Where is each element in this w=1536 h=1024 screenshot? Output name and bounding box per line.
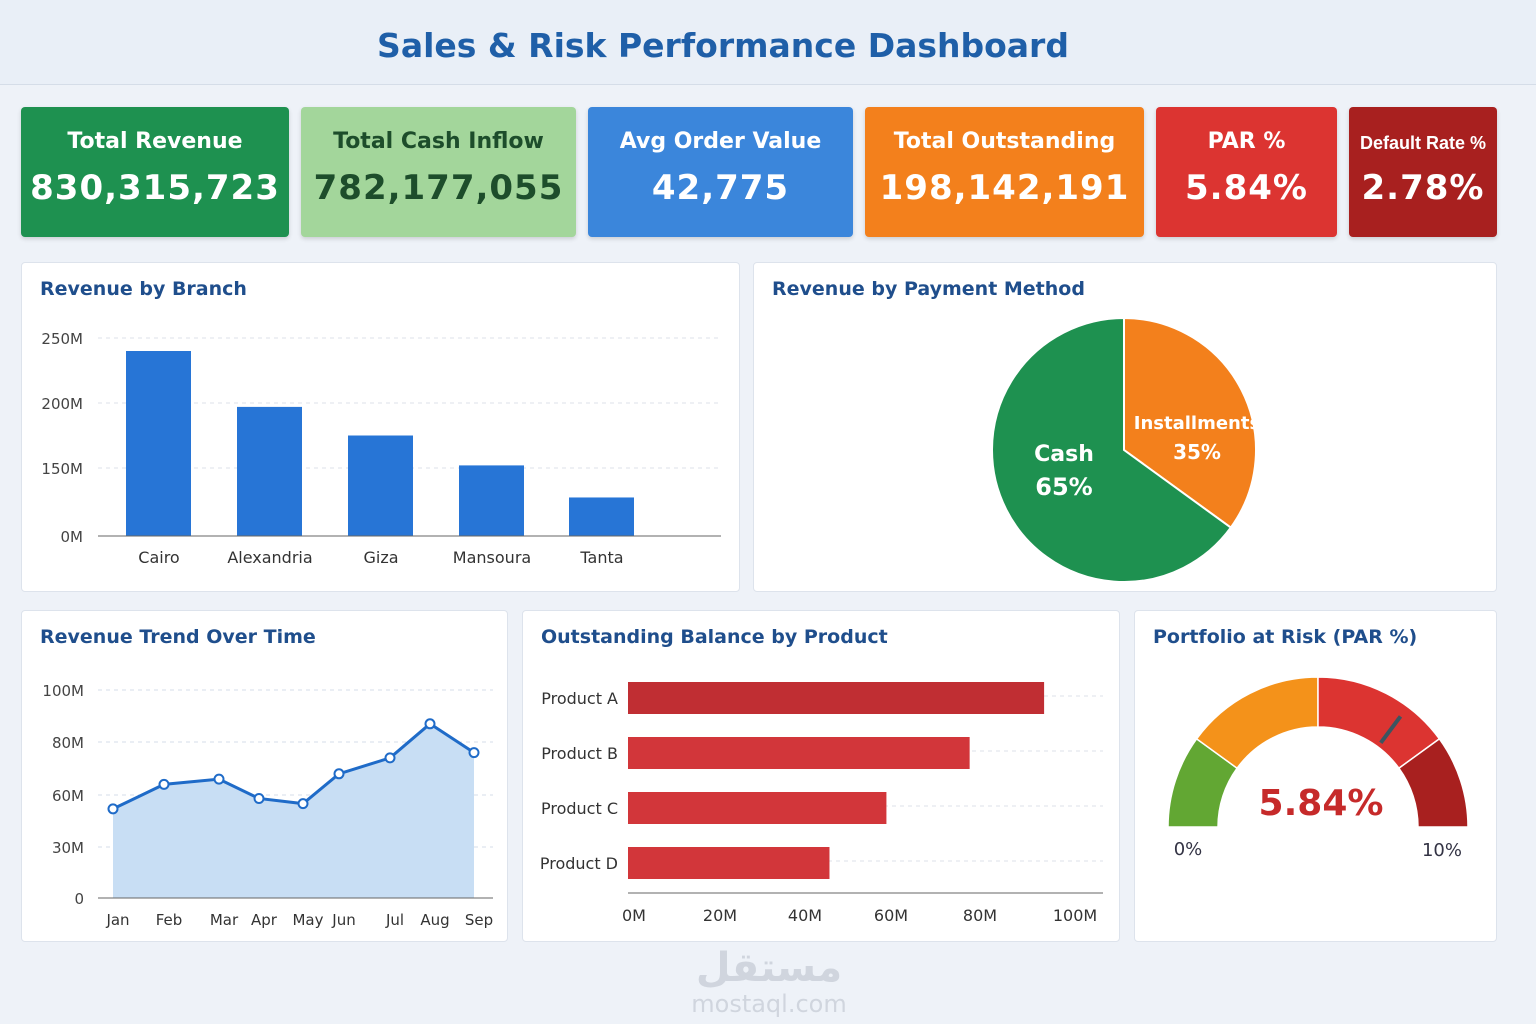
data-point — [107, 803, 119, 815]
kpi-value: 198,142,191 — [879, 168, 1130, 208]
x-tick-label: Mar — [210, 911, 239, 929]
kpi-value: 5.84% — [1185, 168, 1308, 208]
x-tick-label: Sep — [465, 911, 493, 929]
revenue-trend-panel: Revenue Trend Over Time 0 30M 60M 80M 100M Jan… — [21, 610, 508, 942]
kpi-label: Total Outstanding — [893, 129, 1116, 154]
data-point — [253, 792, 265, 804]
gauge-min-label: 0% — [1174, 839, 1203, 860]
kpi-card: Total Revenue 830,315,723 — [21, 107, 289, 237]
x-tick-label: Jul — [385, 911, 404, 929]
y-tick-label: 30M — [52, 839, 84, 857]
y-tick-label: 100M — [42, 682, 84, 700]
data-point — [468, 747, 480, 759]
panel-title: Revenue by Payment Method — [772, 278, 1085, 300]
x-tick-label: Jan — [105, 911, 129, 929]
data-point — [213, 773, 225, 785]
y-tick-label: 250M — [41, 330, 83, 348]
kpi-value: 42,775 — [651, 168, 790, 208]
x-tick-label: Apr — [251, 911, 278, 929]
kpi-card: Default Rate % 2.78% — [1349, 107, 1497, 237]
bar — [459, 465, 524, 536]
y-tick-label: 0 — [74, 890, 84, 908]
x-tick-label: Cairo — [138, 548, 179, 567]
y-category-label: Product A — [541, 689, 618, 708]
watermark-text: mostaql.com — [691, 990, 847, 1018]
area-fill — [113, 723, 474, 898]
bar — [126, 351, 191, 536]
bar — [569, 497, 634, 536]
x-tick-label: Aug — [420, 911, 449, 929]
bar — [628, 847, 830, 879]
x-tick-label: 80M — [963, 906, 997, 925]
par-gauge-panel: Portfolio at Risk (PAR %) 5.84% 0% 10% — [1134, 610, 1497, 942]
kpi-card: PAR % 5.84% — [1156, 107, 1337, 237]
data-point — [158, 778, 170, 790]
slice-percent: 65% — [1035, 473, 1092, 501]
kpi-value: 2.78% — [1361, 168, 1485, 208]
gauge-max-label: 10% — [1422, 840, 1462, 861]
header: Sales & Risk Performance Dashboard — [0, 0, 1536, 85]
bar — [237, 406, 302, 536]
panel-title: Revenue Trend Over Time — [40, 626, 316, 648]
data-point — [424, 718, 436, 730]
kpi-label: Total Cash Inflow — [333, 129, 544, 154]
y-tick-label: 200M — [41, 395, 83, 413]
gauge-band — [1397, 737, 1469, 828]
kpi-card: Avg Order Value 42,775 — [588, 107, 853, 237]
kpi-value: 830,315,723 — [30, 168, 280, 208]
slice-percent: 35% — [1173, 440, 1221, 464]
page-title: Sales & Risk Performance Dashboard — [377, 26, 1069, 65]
y-category-label: Product B — [541, 744, 618, 763]
data-point — [297, 798, 309, 810]
x-tick-label: Tanta — [579, 548, 623, 567]
x-tick-label: 40M — [788, 906, 822, 925]
pie-slice — [991, 316, 1233, 583]
y-tick-label: 80M — [52, 734, 84, 752]
bar — [348, 435, 413, 536]
kpi-label: PAR % — [1207, 129, 1286, 154]
kpi-label: Total Revenue — [67, 129, 243, 154]
watermark-arabic: مستقل — [695, 945, 843, 991]
x-tick-label: Feb — [156, 911, 183, 929]
x-tick-label: Mansoura — [453, 548, 531, 567]
outstanding-by-product-panel: Outstanding Balance by Product Product A P… — [522, 610, 1120, 942]
panel-title: Outstanding Balance by Product — [541, 626, 888, 648]
slice-label: Installments — [1134, 413, 1260, 434]
data-point — [333, 768, 345, 780]
panel-title: Portfolio at Risk (PAR %) — [1153, 626, 1418, 648]
x-tick-label: 60M — [874, 906, 908, 925]
watermark-logo: مستقل mostaql.com — [676, 946, 862, 1018]
payment-method-panel: Revenue by Payment Method Installments 35%… — [753, 262, 1497, 592]
data-point — [384, 752, 396, 764]
y-category-label: Product D — [540, 854, 618, 873]
y-tick-label: 150M — [41, 460, 83, 478]
kpi-value: 782,177,055 — [313, 168, 564, 208]
gauge-needle — [1379, 715, 1403, 745]
slice-label: Cash — [1034, 442, 1094, 467]
pie-slice — [1123, 316, 1257, 529]
bar — [628, 737, 970, 769]
y-tick-label: 60M — [52, 787, 84, 805]
kpi-label: Avg Order Value — [619, 129, 822, 154]
revenue-by-branch-panel: Revenue by Branch 0M 150M 200M 250M Cairo Alex… — [21, 262, 740, 592]
bar — [628, 792, 887, 824]
x-tick-label: May — [292, 911, 323, 929]
y-tick-label: 0M — [61, 528, 84, 546]
gauge-value: 5.84% — [1259, 783, 1384, 824]
x-tick-label: Giza — [363, 548, 398, 567]
y-category-label: Product C — [541, 799, 618, 818]
x-tick-label: 0M — [622, 906, 646, 925]
x-tick-label: Jun — [331, 911, 355, 929]
kpi-label: Default Rate % — [1359, 133, 1487, 153]
x-tick-label: 20M — [703, 906, 737, 925]
kpi-card: Total Cash Inflow 782,177,055 — [301, 107, 576, 237]
bar — [628, 682, 1045, 714]
x-tick-label: Alexandria — [227, 548, 312, 567]
x-tick-label: 100M — [1053, 906, 1097, 925]
panel-title: Revenue by Branch — [40, 278, 247, 300]
kpi-card: Total Outstanding 198,142,191 — [865, 107, 1144, 237]
